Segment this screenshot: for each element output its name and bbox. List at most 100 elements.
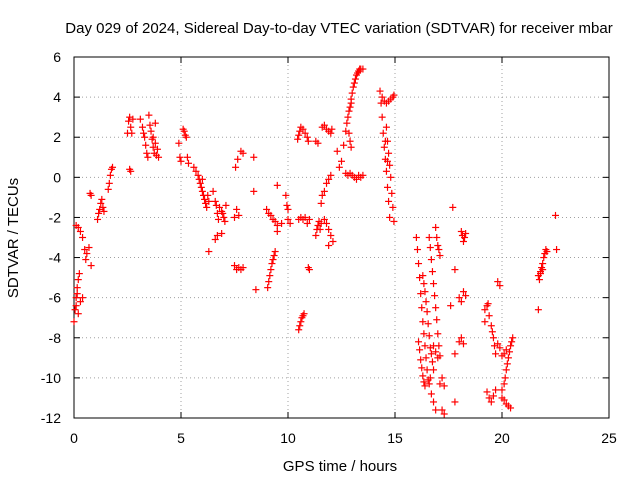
data-point [481, 306, 489, 314]
data-point [385, 149, 393, 157]
data-point [451, 398, 459, 406]
data-point [418, 304, 426, 312]
y-tick-label: -6 [49, 290, 62, 306]
y-tick-label: 2 [53, 129, 61, 145]
data-point [359, 65, 367, 73]
data-point [347, 99, 355, 107]
data-point [426, 244, 434, 252]
data-point [415, 338, 423, 346]
data-point [151, 139, 159, 147]
data-point [352, 175, 360, 183]
data-point [451, 266, 459, 274]
data-point [461, 234, 469, 241]
grid-lines [74, 57, 609, 418]
data-point [304, 264, 312, 272]
data-point [425, 380, 433, 388]
data-point [205, 248, 213, 256]
data-point [273, 227, 281, 235]
data-point [421, 288, 429, 296]
data-point [346, 103, 354, 111]
data-point [553, 246, 561, 254]
x-tick-labels: 0 5 10 15 20 25 [70, 430, 617, 446]
data-point [269, 256, 277, 264]
data-point [271, 248, 279, 256]
data-point [489, 392, 497, 400]
data-point [459, 288, 467, 296]
data-point [543, 248, 551, 256]
data-point [74, 310, 82, 318]
data-point [305, 215, 313, 223]
data-point [381, 137, 389, 145]
data-point [270, 252, 278, 260]
data-point [265, 278, 273, 286]
data-point [231, 213, 238, 221]
data-point [99, 203, 107, 211]
data-point [295, 131, 303, 139]
data-point [142, 141, 150, 149]
data-point [539, 260, 547, 268]
data-point [539, 266, 547, 274]
data-point [85, 244, 93, 252]
data-point [196, 179, 204, 187]
data-point [428, 268, 436, 276]
y-tick-label: -12 [41, 410, 61, 426]
data-point [267, 211, 275, 219]
y-tick-labels: -12 -10 -8 -6 -4 -2 0 2 4 6 [41, 49, 61, 426]
data-point [481, 318, 489, 326]
data-point [95, 209, 103, 217]
data-point [72, 302, 80, 310]
data-point [343, 119, 351, 127]
data-point [211, 236, 219, 244]
data-point [83, 250, 91, 258]
data-point [297, 318, 305, 326]
data-point [318, 191, 326, 199]
data-point [239, 149, 247, 157]
data-point [382, 167, 390, 175]
data-point [502, 346, 510, 354]
data-point [105, 179, 113, 187]
data-point [271, 217, 279, 225]
data-point [496, 282, 504, 290]
data-point [221, 217, 229, 225]
data-point [70, 318, 78, 326]
data-point [348, 89, 356, 97]
data-point [203, 203, 211, 211]
data-point [213, 231, 221, 239]
data-point [76, 298, 84, 306]
data-point [329, 238, 337, 246]
data-point [299, 125, 307, 133]
data-point [462, 292, 470, 300]
data-point [234, 155, 242, 163]
data-point [76, 227, 84, 235]
x-tick-label: 25 [601, 430, 617, 446]
data-point [428, 358, 436, 366]
x-tick-label: 0 [70, 430, 78, 446]
data-point [146, 121, 154, 129]
data-point [220, 213, 228, 221]
data-point [136, 115, 144, 123]
data-point [455, 294, 463, 302]
data-point [320, 187, 328, 195]
data-point [192, 167, 200, 175]
data-point [430, 342, 438, 350]
data-point [424, 320, 432, 328]
y-tick-label: 0 [53, 169, 61, 185]
data-point [427, 390, 435, 398]
data-point [459, 238, 467, 246]
data-point [502, 366, 510, 374]
data-point [182, 133, 190, 141]
data-point [190, 163, 198, 171]
data-point [345, 129, 353, 137]
data-point [177, 157, 185, 165]
data-point [180, 127, 188, 135]
data-point [127, 123, 135, 131]
data-point [415, 260, 423, 268]
data-point [440, 382, 448, 390]
data-point [278, 219, 286, 227]
data-point [129, 115, 137, 123]
data-point [183, 153, 191, 161]
data-point [488, 328, 496, 336]
data-point [149, 133, 157, 141]
y-tick-label: 4 [53, 89, 61, 105]
